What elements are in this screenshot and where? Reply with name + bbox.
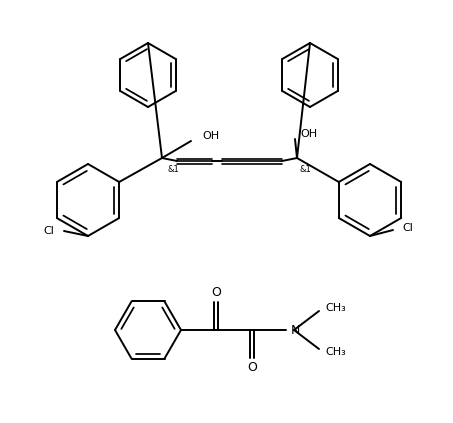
Text: O: O [211, 286, 221, 299]
Text: OH: OH [300, 129, 317, 139]
Text: CH₃: CH₃ [325, 347, 346, 357]
Text: OH: OH [202, 131, 219, 141]
Text: &1: &1 [168, 165, 180, 173]
Text: &1: &1 [299, 165, 311, 173]
Text: Cl: Cl [43, 226, 54, 236]
Text: Cl: Cl [402, 223, 413, 233]
Text: N: N [291, 324, 300, 337]
Text: CH₃: CH₃ [325, 303, 346, 313]
Text: O: O [247, 360, 257, 374]
